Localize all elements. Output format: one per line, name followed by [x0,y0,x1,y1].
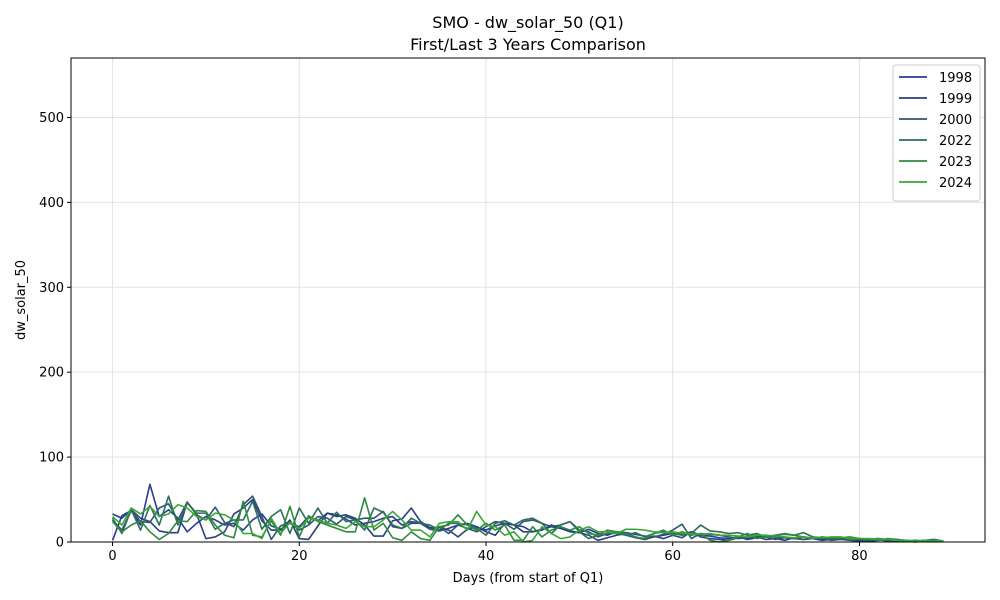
y-tick-label: 0 [56,536,64,551]
y-tick-label: 500 [39,111,64,126]
legend-label-2000: 2000 [939,113,972,128]
y-axis: 0 100 200 300 400 500 [39,111,71,551]
chart-subtitle: First/Last 3 Years Comparison [410,35,646,54]
y-axis-label: dw_solar_50 [14,260,29,340]
legend-label-2023: 2023 [939,155,972,170]
y-tick-label: 100 [39,451,64,466]
y-tick-label: 300 [39,281,64,296]
plot-frame [70,57,986,543]
series-line-2024 [112,503,944,543]
legend-label-1998: 1998 [939,71,972,86]
chart-title: SMO - dw_solar_50 (Q1) [432,13,623,33]
series-layer [111,483,944,543]
y-tick-label: 200 [39,366,64,381]
grid-lines [71,58,985,543]
x-tick-label: 0 [108,549,116,564]
x-tick-label: 60 [664,549,681,564]
x-axis: 0 20 40 60 80 [108,542,868,564]
legend: 1998 1999 2000 2022 2023 2024 [892,64,981,202]
legend-label-2022: 2022 [939,134,972,149]
legend-box [892,64,981,202]
legend-label-1999: 1999 [939,92,972,107]
x-tick-label: 20 [291,549,308,564]
x-axis-label: Days (from start of Q1) [453,571,604,586]
legend-label-2024: 2024 [939,176,972,191]
series-line-2000 [111,495,944,543]
series-line-2022 [111,495,944,542]
y-tick-label: 400 [39,196,64,211]
x-tick-label: 40 [478,549,495,564]
x-tick-label: 80 [851,549,868,564]
